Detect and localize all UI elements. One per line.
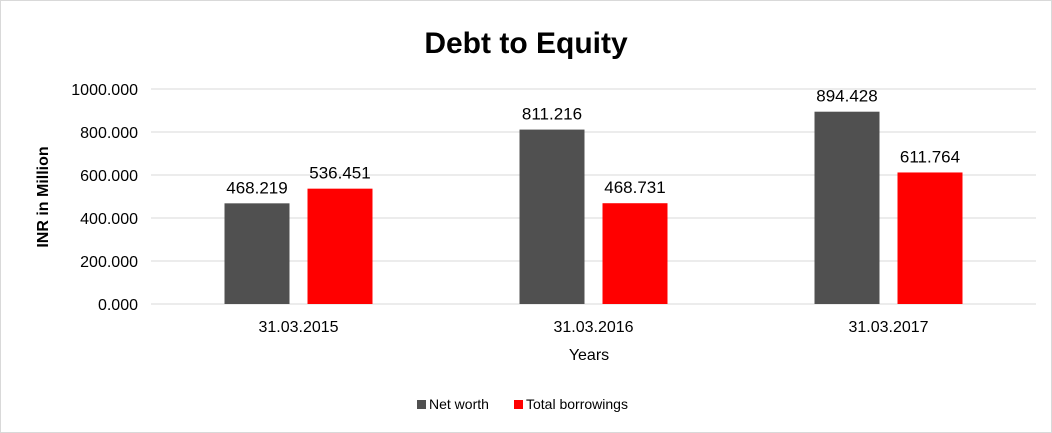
legend-label: Net worth xyxy=(429,396,489,412)
data-label: 894.428 xyxy=(816,87,877,106)
y-tick-label: 600.000 xyxy=(80,168,138,185)
y-tick-label: 0.000 xyxy=(98,297,138,314)
x-axis-ticks: 31.03.2015 31.03.2016 31.03.2017 xyxy=(258,319,928,336)
data-label: 468.731 xyxy=(604,178,665,197)
data-label: 811.216 xyxy=(522,105,582,124)
x-tick-label: 31.03.2017 xyxy=(848,319,928,336)
x-axis-title: Years xyxy=(569,347,609,364)
bar-net-worth xyxy=(224,203,290,304)
data-label: 611.764 xyxy=(900,147,960,166)
bar-total-borrowings xyxy=(897,172,963,304)
bar-total-borrowings xyxy=(602,203,668,304)
legend-label: Total borrowings xyxy=(526,396,628,412)
y-tick-label: 200.000 xyxy=(80,254,138,271)
y-axis-ticks: 0.000 200.000 400.000 600.000 800.000 1000.00… xyxy=(71,82,138,314)
x-tick-label: 31.03.2015 xyxy=(258,319,338,336)
legend-swatch xyxy=(514,400,523,409)
bar-net-worth xyxy=(814,111,880,304)
legend-swatch xyxy=(417,400,426,409)
bars xyxy=(224,111,963,304)
data-label: 468.219 xyxy=(226,178,287,197)
x-tick-label: 31.03.2016 xyxy=(553,319,633,336)
y-tick-label: 1000.000 xyxy=(71,82,138,99)
data-labels: 468.219 536.451 811.216 468.731 894.428 611.7… xyxy=(226,87,960,198)
bar-net-worth xyxy=(519,129,585,304)
y-tick-label: 800.000 xyxy=(80,125,138,142)
data-label: 536.451 xyxy=(309,164,370,183)
chart-title: Debt to Equity xyxy=(424,27,628,60)
y-axis-title: INR in Million xyxy=(35,146,52,247)
bar-total-borrowings xyxy=(307,188,373,304)
gridlines xyxy=(151,88,1036,305)
y-tick-label: 400.000 xyxy=(80,211,138,228)
legend: Net worth Total borrowings xyxy=(417,396,628,412)
